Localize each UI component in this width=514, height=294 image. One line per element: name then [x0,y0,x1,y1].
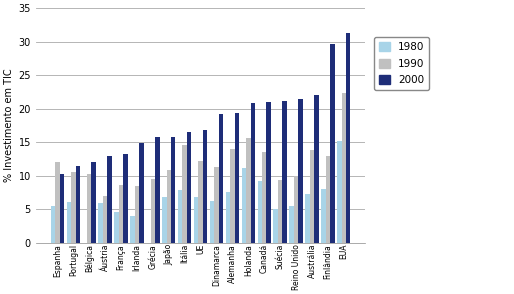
Bar [87,174,91,243]
Bar [55,162,60,243]
Bar [289,206,294,243]
Bar [337,141,341,243]
Bar [130,216,135,243]
Bar [91,162,96,243]
Bar [321,189,326,243]
Bar [330,44,335,243]
Bar [76,166,80,243]
Bar [242,168,246,243]
Bar [203,130,207,243]
Y-axis label: % Investimento em TIC: % Investimento em TIC [4,69,14,182]
Bar [198,161,203,243]
Bar [210,201,214,243]
Bar [103,196,107,243]
Bar [67,202,71,243]
Bar [346,33,351,243]
Bar [250,103,255,243]
Bar [171,137,175,243]
Bar [246,138,250,243]
Bar [71,172,76,243]
Bar [218,114,223,243]
Bar [230,149,234,243]
Bar [266,102,271,243]
Bar [326,156,330,243]
Bar [139,143,143,243]
Bar [98,203,103,243]
Bar [273,209,278,243]
Bar [258,181,262,243]
Bar [262,152,266,243]
Bar [298,99,303,243]
Bar [155,137,159,243]
Bar [178,190,182,243]
Bar [314,95,319,243]
Legend: 1980, 1990, 2000: 1980, 1990, 2000 [374,37,430,91]
Bar [234,113,239,243]
Bar [135,186,139,243]
Bar [187,132,191,243]
Bar [341,93,346,243]
Bar [214,167,218,243]
Bar [162,197,167,243]
Bar [123,154,127,243]
Bar [310,150,314,243]
Bar [151,179,155,243]
Bar [194,197,198,243]
Bar [119,185,123,243]
Bar [305,194,310,243]
Bar [107,156,112,243]
Bar [294,176,298,243]
Bar [51,206,55,243]
Bar [278,180,282,243]
Bar [282,101,287,243]
Bar [60,174,64,243]
Bar [167,170,171,243]
Bar [114,213,119,243]
Bar [226,192,230,243]
Bar [182,146,187,243]
